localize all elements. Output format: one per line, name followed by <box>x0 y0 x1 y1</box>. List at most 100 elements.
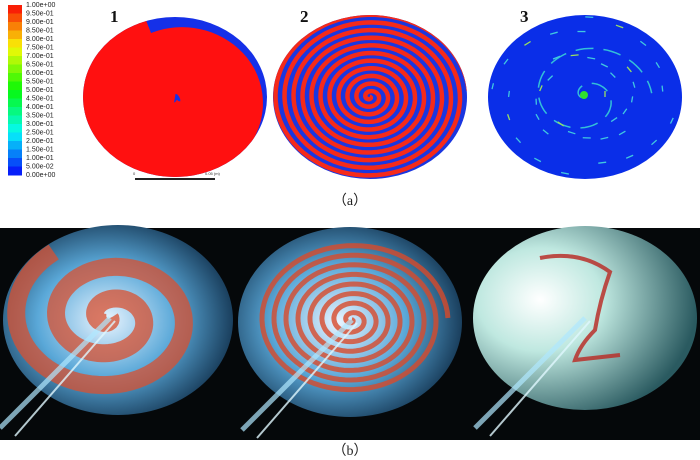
streak <box>503 58 509 65</box>
scale-end: 0.05 (m) <box>205 171 221 176</box>
panel-label: 2 <box>300 7 309 26</box>
colorbar-segment <box>8 22 22 31</box>
streak <box>610 72 616 78</box>
colorbar-segment <box>8 39 22 48</box>
streak <box>507 90 510 98</box>
colorbar-label: 2.50e-01 <box>26 129 54 136</box>
streak <box>626 66 632 73</box>
streak <box>491 83 495 90</box>
colorbar-label: 2.00e-01 <box>26 138 54 145</box>
spiral-band <box>83 17 263 177</box>
colorbar-label: 4.50e-01 <box>26 95 54 102</box>
spiral-band <box>273 15 467 178</box>
photo-spiral <box>7 244 193 395</box>
colorbar-label: 0.00e+00 <box>26 172 55 179</box>
colorbar-label: 8.00e-01 <box>26 36 54 43</box>
colorbar-label: 9.50e-01 <box>26 10 54 17</box>
streak <box>655 62 661 69</box>
colorbar-segment <box>8 132 22 142</box>
colorbar-segment <box>8 158 22 167</box>
streak <box>639 40 647 46</box>
panel-label: 1 <box>110 7 119 26</box>
streak <box>537 47 653 129</box>
colorbar-label: 5.00e-02 <box>26 163 54 170</box>
streak <box>570 54 579 57</box>
probe <box>0 316 112 430</box>
photo-streak <box>539 253 621 363</box>
streak <box>524 40 531 46</box>
streak <box>598 161 607 164</box>
colorbar: 1.00e+009.50e-01 9.00e-018.50e-01 8.00e-01… <box>8 2 55 179</box>
streak <box>625 154 634 159</box>
colorbar-segment <box>8 64 22 74</box>
colorbar-label: 1.00e+00 <box>26 2 55 9</box>
streak <box>610 117 618 123</box>
colorbar-label: 5.00e-01 <box>26 87 54 94</box>
streak <box>567 130 576 135</box>
spiral-2 <box>273 15 467 178</box>
scale-start: 0 <box>133 171 136 176</box>
streak <box>552 55 561 60</box>
colorbar-label: 6.00e-01 <box>26 70 54 77</box>
probe <box>240 318 354 432</box>
colorbar-label: 1.50e-01 <box>26 146 54 153</box>
streak <box>534 157 542 163</box>
probe <box>256 322 358 439</box>
colorbar-label: 6.50e-01 <box>26 61 54 68</box>
colorbar-label: 8.50e-01 <box>26 27 54 34</box>
colorbar-segment <box>8 81 22 91</box>
probe <box>489 320 591 437</box>
spiral-1 <box>83 17 263 177</box>
streak <box>587 56 596 60</box>
core <box>580 91 588 99</box>
colorbar-segment <box>8 149 22 159</box>
caption-b: （b） <box>333 443 368 459</box>
spiral-3 <box>491 16 674 175</box>
colorbar-segment <box>8 124 22 133</box>
colorbar-segment <box>8 107 22 116</box>
streak <box>560 171 569 175</box>
streak <box>549 31 558 35</box>
colorbar-segment <box>8 115 22 125</box>
probe <box>473 316 587 430</box>
colorbar-label: 7.50e-01 <box>26 44 54 51</box>
streak <box>585 16 594 19</box>
streak <box>618 130 626 136</box>
streak <box>600 63 609 68</box>
colorbar-segment <box>8 47 22 57</box>
streak <box>507 114 511 121</box>
colorbar-label: 9.00e-01 <box>26 19 54 26</box>
streak <box>630 96 634 103</box>
streak <box>557 121 565 127</box>
streak <box>632 81 636 88</box>
colorbar-segment <box>8 5 22 14</box>
streak <box>615 24 624 29</box>
photo-overlay <box>0 243 621 439</box>
colorbar-segment <box>8 141 22 150</box>
probe <box>14 320 116 437</box>
streak <box>669 117 674 124</box>
streak <box>547 75 554 81</box>
panel-label: 3 <box>520 7 529 26</box>
streak <box>622 108 628 115</box>
colorbar-label: 3.00e-01 <box>26 121 54 128</box>
streak <box>661 85 664 92</box>
streak <box>651 139 658 146</box>
streak <box>515 137 522 144</box>
colorbar-label: 5.50e-01 <box>26 78 54 85</box>
colorbar-segment <box>8 166 22 176</box>
caption-a: （a） <box>333 193 367 209</box>
colorbar-label: 7.00e-01 <box>26 53 54 60</box>
colorbar-segment <box>8 30 22 40</box>
colorbar-segment <box>8 98 22 108</box>
streak <box>535 113 540 121</box>
colorbar-segment <box>8 73 22 82</box>
colorbar-segment <box>8 90 22 99</box>
colorbar-segment <box>8 13 22 23</box>
streak <box>542 129 549 135</box>
streak <box>600 136 609 140</box>
streak <box>539 85 543 92</box>
colorbar-label: 1.00e-01 <box>26 155 54 162</box>
colorbar-label: 4.00e-01 <box>26 104 54 111</box>
